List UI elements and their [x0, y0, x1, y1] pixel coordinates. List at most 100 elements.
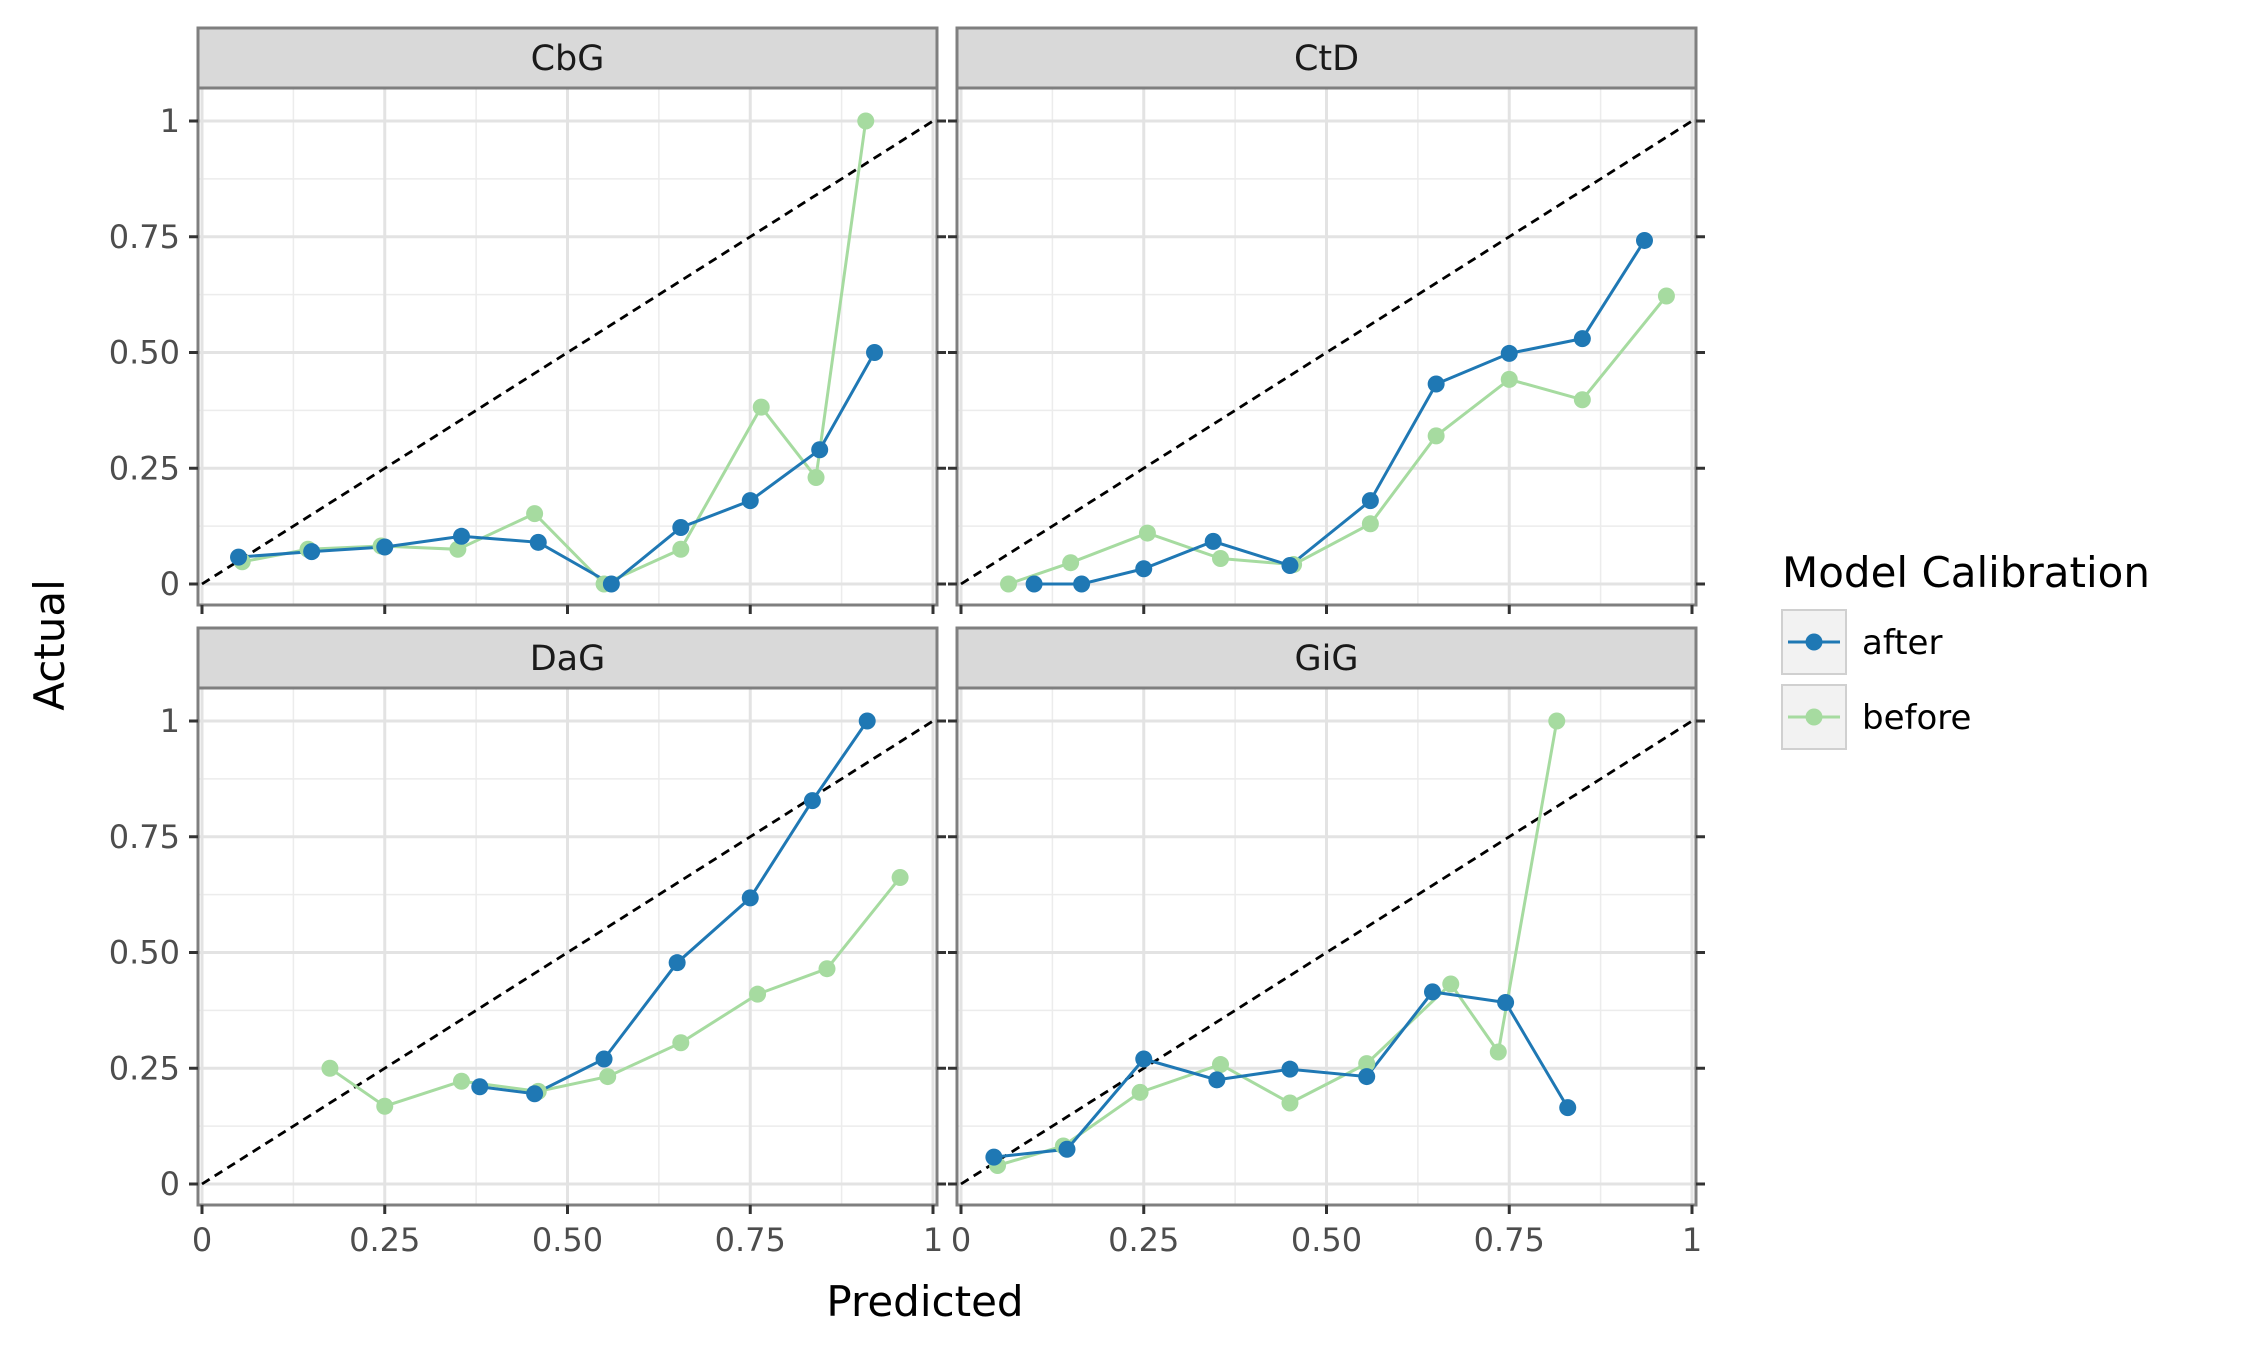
series-line-ctd-after	[1034, 239, 1646, 586]
panel-gig: GiG 0 0.25 0.50 0.75 1	[948, 626, 1705, 1259]
point-ctd-before	[1000, 575, 1018, 593]
legend-key-point-before	[1805, 708, 1823, 726]
series-line-cbg-before	[241, 120, 868, 586]
point-ctd-before	[1573, 391, 1591, 409]
y-tick-label: 1	[160, 702, 180, 740]
point-cbg-before	[752, 398, 770, 416]
point-cbg-before	[807, 469, 825, 487]
point-ctd-before	[1500, 370, 1518, 388]
series-line-ctd-before	[1008, 295, 1668, 586]
legend-entries: after before	[1781, 609, 1971, 750]
point-cbg-before	[526, 505, 544, 523]
legend-label-after: after	[1862, 623, 1942, 663]
point-cbg-after	[303, 543, 321, 561]
point-cbg-after	[376, 538, 394, 556]
x-tick-label: 0.75	[715, 1221, 786, 1259]
point-ctd-before	[1657, 287, 1675, 305]
strip-label-ctd: CtD	[1294, 39, 1359, 79]
point-gig-after	[1358, 1068, 1376, 1086]
point-gig-before	[1442, 975, 1460, 993]
reference-line-gig	[960, 719, 1693, 1186]
y-axis-title: Actual	[25, 579, 74, 711]
point-dag-after	[471, 1078, 489, 1096]
y-tick-label: 1	[160, 102, 180, 140]
x-tick-label: 1	[1682, 1221, 1702, 1259]
point-ctd-after	[1361, 492, 1379, 510]
point-cbg-before	[449, 540, 467, 558]
legend-entry-before: before	[1781, 684, 1971, 750]
y-tick-label: 0.25	[109, 449, 180, 487]
y-tick-label: 0.75	[109, 818, 180, 856]
point-gig-after	[1497, 994, 1515, 1012]
point-ctd-before	[1427, 427, 1445, 445]
point-dag-after	[803, 792, 821, 810]
point-dag-after	[668, 954, 686, 972]
point-cbg-after	[453, 527, 471, 545]
legend-key-point-after	[1805, 633, 1823, 651]
point-ctd-after	[1500, 344, 1518, 362]
point-gig-before	[1212, 1056, 1230, 1074]
point-ctd-before	[1138, 524, 1156, 542]
point-gig-after	[1423, 983, 1441, 1001]
x-tick-label: 0.50	[532, 1221, 603, 1259]
series-line-cbg-after	[238, 351, 876, 586]
point-gig-after	[985, 1148, 1003, 1166]
point-cbg-after	[741, 492, 759, 510]
panel-ctd: CtD	[948, 26, 1705, 614]
y-tick-label: 0.50	[109, 934, 180, 972]
point-ctd-after	[1204, 532, 1222, 550]
point-ctd-after	[1427, 375, 1445, 393]
point-dag-before	[453, 1072, 471, 1090]
point-gig-before	[1131, 1083, 1149, 1101]
point-cbg-before	[672, 540, 690, 558]
point-ctd-after	[1281, 556, 1299, 574]
point-gig-after	[1058, 1140, 1076, 1158]
point-gig-after	[1135, 1050, 1153, 1068]
point-gig-after	[1281, 1060, 1299, 1078]
x-tick-label: 1	[923, 1221, 943, 1259]
point-dag-after	[858, 712, 876, 730]
legend-label-before: before	[1862, 698, 1971, 738]
point-gig-after	[1559, 1099, 1577, 1117]
panel-dag: DaG 0 0.25 0.50 0.75 1 0 0.25 0.50 0.75 1	[109, 626, 946, 1259]
point-dag-before	[376, 1097, 394, 1115]
y-tick-label: 0.25	[109, 1049, 180, 1087]
point-cbg-after	[602, 575, 620, 593]
point-ctd-before	[1361, 515, 1379, 533]
point-ctd-after	[1025, 575, 1043, 593]
point-ctd-before	[1062, 554, 1080, 572]
point-ctd-after	[1573, 330, 1591, 348]
reference-line-ctd	[960, 119, 1693, 586]
point-gig-before	[1548, 712, 1566, 730]
strip-cbg	[196, 26, 939, 90]
strip-label-dag: DaG	[530, 639, 606, 679]
point-dag-before	[891, 868, 909, 886]
legend: Model Calibration after before	[1781, 548, 2150, 750]
point-ctd-after	[1073, 575, 1091, 593]
point-gig-before	[1489, 1043, 1507, 1061]
x-tick-label: 0.25	[1108, 1221, 1179, 1259]
point-ctd-after	[1635, 231, 1653, 249]
legend-title: Model Calibration	[1782, 548, 2150, 597]
point-ctd-before	[1212, 550, 1230, 568]
point-cbg-after	[672, 519, 690, 537]
y-tick-label: 0.75	[109, 218, 180, 256]
point-dag-before	[818, 960, 836, 978]
x-tick-label: 0.75	[1474, 1221, 1545, 1259]
x-axis-title: Predicted	[826, 1277, 1023, 1326]
x-tick-label: 0	[192, 1221, 212, 1259]
point-cbg-after	[811, 441, 829, 459]
point-dag-before	[672, 1034, 690, 1052]
x-tick-label: 0	[951, 1221, 971, 1259]
point-cbg-after	[230, 548, 248, 566]
panel-cbg: CbG 0 0.25 0.50 0.75 1	[109, 26, 946, 614]
y-tick-label: 0.50	[109, 334, 180, 372]
strip-label-cbg: CbG	[531, 39, 605, 79]
y-tick-label: 0	[160, 1165, 180, 1203]
point-cbg-before	[857, 112, 875, 130]
point-cbg-after	[866, 344, 884, 361]
point-dag-after	[526, 1085, 544, 1103]
point-ctd-after	[1135, 560, 1153, 578]
